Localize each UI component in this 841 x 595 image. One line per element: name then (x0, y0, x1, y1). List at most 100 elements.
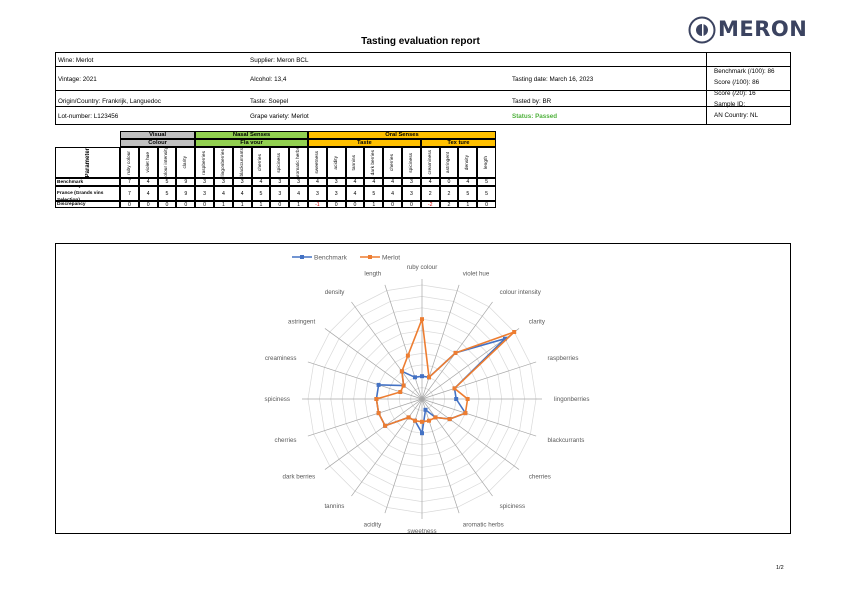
table-cell: 0 (195, 201, 214, 208)
table-cell: 4 (383, 186, 402, 201)
legend-label: Merlot (382, 255, 400, 262)
column-header-label: clarity (183, 156, 189, 169)
row-label: Merlot Pays d'Oc IGP France (Grands vins… (55, 186, 120, 201)
table-cell: 3 (326, 186, 346, 201)
table-cell: 4 (251, 178, 271, 186)
data-point (376, 411, 381, 416)
parameter-header: Parameter (55, 147, 120, 178)
column-header: clarity (176, 147, 196, 178)
table-cell: 1 (458, 201, 478, 208)
axis-label: acidity (364, 522, 382, 529)
axis-spoke (384, 398, 423, 514)
table-cell: 9 (176, 178, 196, 186)
table-cell: 9 (176, 186, 196, 201)
table-cell: -1 (308, 201, 327, 208)
axis-label: spiciness (500, 503, 525, 510)
table-cell: 5 (458, 186, 478, 201)
data-point (401, 383, 406, 388)
axis-spoke (421, 361, 537, 400)
column-header: raspberries (195, 147, 214, 178)
column-header-label: cherries (390, 153, 396, 172)
benchmark-score: Benchmark (/100): 86 (714, 68, 775, 75)
table-cell: 1 (289, 201, 308, 208)
table-cell: 5 (477, 178, 496, 186)
table-cell: 1 (232, 201, 252, 208)
table-cell: 3 (214, 178, 233, 186)
table-cell: 0 (326, 201, 346, 208)
table-cell: 4 (289, 186, 308, 201)
table-cell: 4 (232, 186, 252, 201)
column-header-label: colour intensity (164, 147, 170, 178)
column-header: sweetness (308, 147, 327, 178)
column-header: ruby colour (120, 147, 139, 178)
column-header-label: dark berries (371, 149, 377, 176)
axis-label: creaminess (265, 355, 297, 362)
grape-variety-field: Grape variety: Merlot (250, 113, 309, 120)
lot-number-field: Lot-number: L123456 (58, 113, 119, 120)
data-point (453, 350, 458, 355)
data-point (512, 330, 517, 334)
axis-spoke (384, 284, 423, 400)
wine-info-box: Wine: Merlot Supplier: Meron BCL Vintage… (55, 52, 791, 125)
axis-label: astringent (288, 318, 315, 325)
table-cell: 5 (251, 186, 271, 201)
axis-spoke (421, 301, 493, 400)
table-cell: 1 (251, 201, 271, 208)
legend-label: Benchmark (314, 255, 348, 262)
table-cell: -2 (420, 201, 440, 208)
table-cell: 0 (402, 201, 421, 208)
table-cell: 0 (477, 201, 496, 208)
column-header-label: lingonberries (220, 148, 226, 177)
axis-label: colour intensity (500, 289, 542, 296)
table-cell: 7 (120, 186, 139, 201)
column-header: spiciness (270, 147, 290, 178)
data-point (427, 375, 431, 380)
column-header-label: spiciness (277, 152, 283, 173)
data-point (454, 397, 459, 401)
data-point (420, 317, 424, 322)
status-badge: Status: Passed (512, 113, 558, 120)
table-cell: 5 (157, 178, 177, 186)
table-cell: 3 (270, 186, 290, 201)
table-cell: 2 (439, 186, 459, 201)
table-cell: 0 (157, 201, 177, 208)
column-header-label: acidity (333, 155, 339, 170)
table-cell: 4 (383, 178, 402, 186)
column-header: creaminess (420, 147, 440, 178)
group-header: Visual (120, 131, 196, 139)
column-header-label: blackcurrants (239, 148, 245, 177)
column-header: colour intensity (157, 147, 177, 178)
row-label: Benchmark (55, 178, 120, 186)
axis-label: sweetness (407, 528, 436, 535)
axis-spoke (351, 301, 423, 400)
column-header-label: creaminess (427, 150, 433, 175)
data-point (452, 386, 457, 391)
data-point (420, 431, 424, 436)
data-point (406, 415, 411, 420)
column-header-label: violet hue (145, 152, 151, 173)
column-header: lingonberries (214, 147, 233, 178)
column-header-label: cherries (258, 153, 264, 172)
group-header: Oral Senses (308, 131, 496, 139)
table-cell: 2 (420, 186, 440, 201)
table-cell: 0 (120, 201, 139, 208)
column-header-label: astringent (446, 151, 452, 174)
table-cell: 4 (308, 178, 327, 186)
axis-label: lingonberries (554, 396, 589, 403)
logo-text: MERON (718, 17, 808, 41)
table-cell: 3 (402, 178, 421, 186)
axis-spoke (324, 328, 423, 400)
legend-marker (368, 255, 372, 259)
data-point (433, 415, 438, 420)
table-cell: 4 (345, 186, 365, 201)
column-header-label: length (484, 155, 490, 170)
axis-label: blackcurrants (548, 437, 585, 444)
column-header: length (477, 147, 496, 178)
score-100: Score (/100): 86 (714, 79, 760, 86)
data-point (405, 353, 410, 358)
data-point (447, 417, 452, 422)
table-cell: 3 (326, 178, 346, 186)
table-cell: 4 (214, 186, 233, 201)
table-cell: 3 (402, 186, 421, 201)
column-header-label: raspberries (202, 150, 208, 175)
